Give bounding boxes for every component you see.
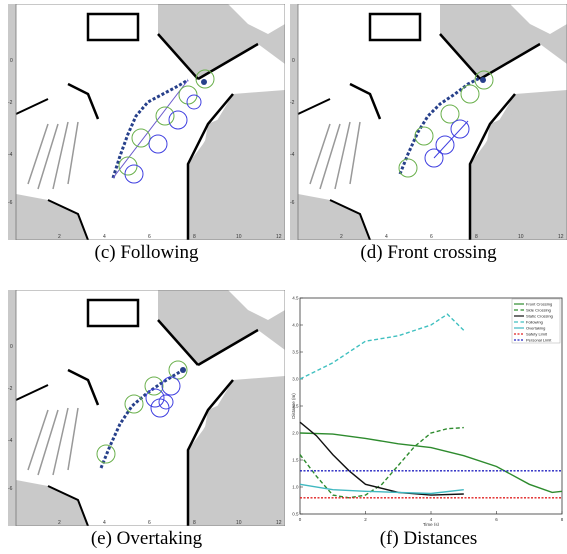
y-tick-label: 0.5 (292, 512, 299, 517)
map-plot-front-crossing (288, 2, 567, 242)
y-tick-label: 2.0 (292, 431, 299, 436)
caption-d: (d) Front crossing (360, 242, 497, 263)
series-line-side-crossing (299, 426, 464, 499)
y-tick-label: 4.0 (292, 323, 299, 328)
caption-c: (c) Following (94, 242, 199, 263)
caption-f: (f) Distances (379, 528, 478, 549)
legend-entry: Side Crossing (526, 308, 551, 313)
legend-entry: Personal Limit (526, 338, 552, 343)
x-tick-label: 8 (561, 517, 564, 522)
series-line-front-crossing (299, 432, 563, 494)
legend-entry: Overtaking (526, 326, 545, 331)
x-tick-label: 6 (495, 517, 498, 522)
legend-entry: Safety Limit (526, 332, 548, 337)
x-tick-label: 4 (430, 517, 433, 522)
distance-chart-panel: 0 2 4 6 8 0.5 1.0 1.5 2.0 2.5 3.0 3.5 4.0 4.5 Time (s)… (290, 290, 567, 528)
legend-box (511, 298, 561, 344)
y-tick-label: 3.5 (292, 350, 299, 355)
map-panel-following (6, 2, 287, 242)
map-panel-overtaking (6, 288, 287, 528)
series-line-static-crossing (299, 421, 464, 496)
y-tick-label: 3.0 (292, 377, 299, 382)
caption-e: (e) Overtaking (90, 528, 203, 549)
legend-entry: Following (526, 320, 543, 325)
x-tick-label: 0 (299, 517, 302, 522)
x-axis-label: Time (s) (423, 522, 440, 526)
y-tick-label: 4.5 (292, 296, 299, 301)
map-plot-following (6, 2, 287, 242)
y-tick-label: 1.5 (292, 458, 299, 463)
x-tick-label: 2 (364, 517, 367, 522)
y-tick-label: 2.5 (292, 404, 299, 409)
legend-entry: Front Crossing (526, 302, 552, 307)
series-line-overtaking (299, 483, 464, 495)
series-line-following (299, 313, 465, 380)
map-panel-front-crossing (288, 2, 567, 242)
y-tick-label: 1.0 (292, 485, 299, 490)
distance-chart: 0 2 4 6 8 0.5 1.0 1.5 2.0 2.5 3.0 3.5 4.0 4.5 Time (s)… (291, 296, 564, 528)
legend-entry: Static Crossing (526, 314, 553, 319)
y-axis-label: Distance (m) (291, 393, 296, 419)
map-plot-overtaking (6, 288, 287, 528)
